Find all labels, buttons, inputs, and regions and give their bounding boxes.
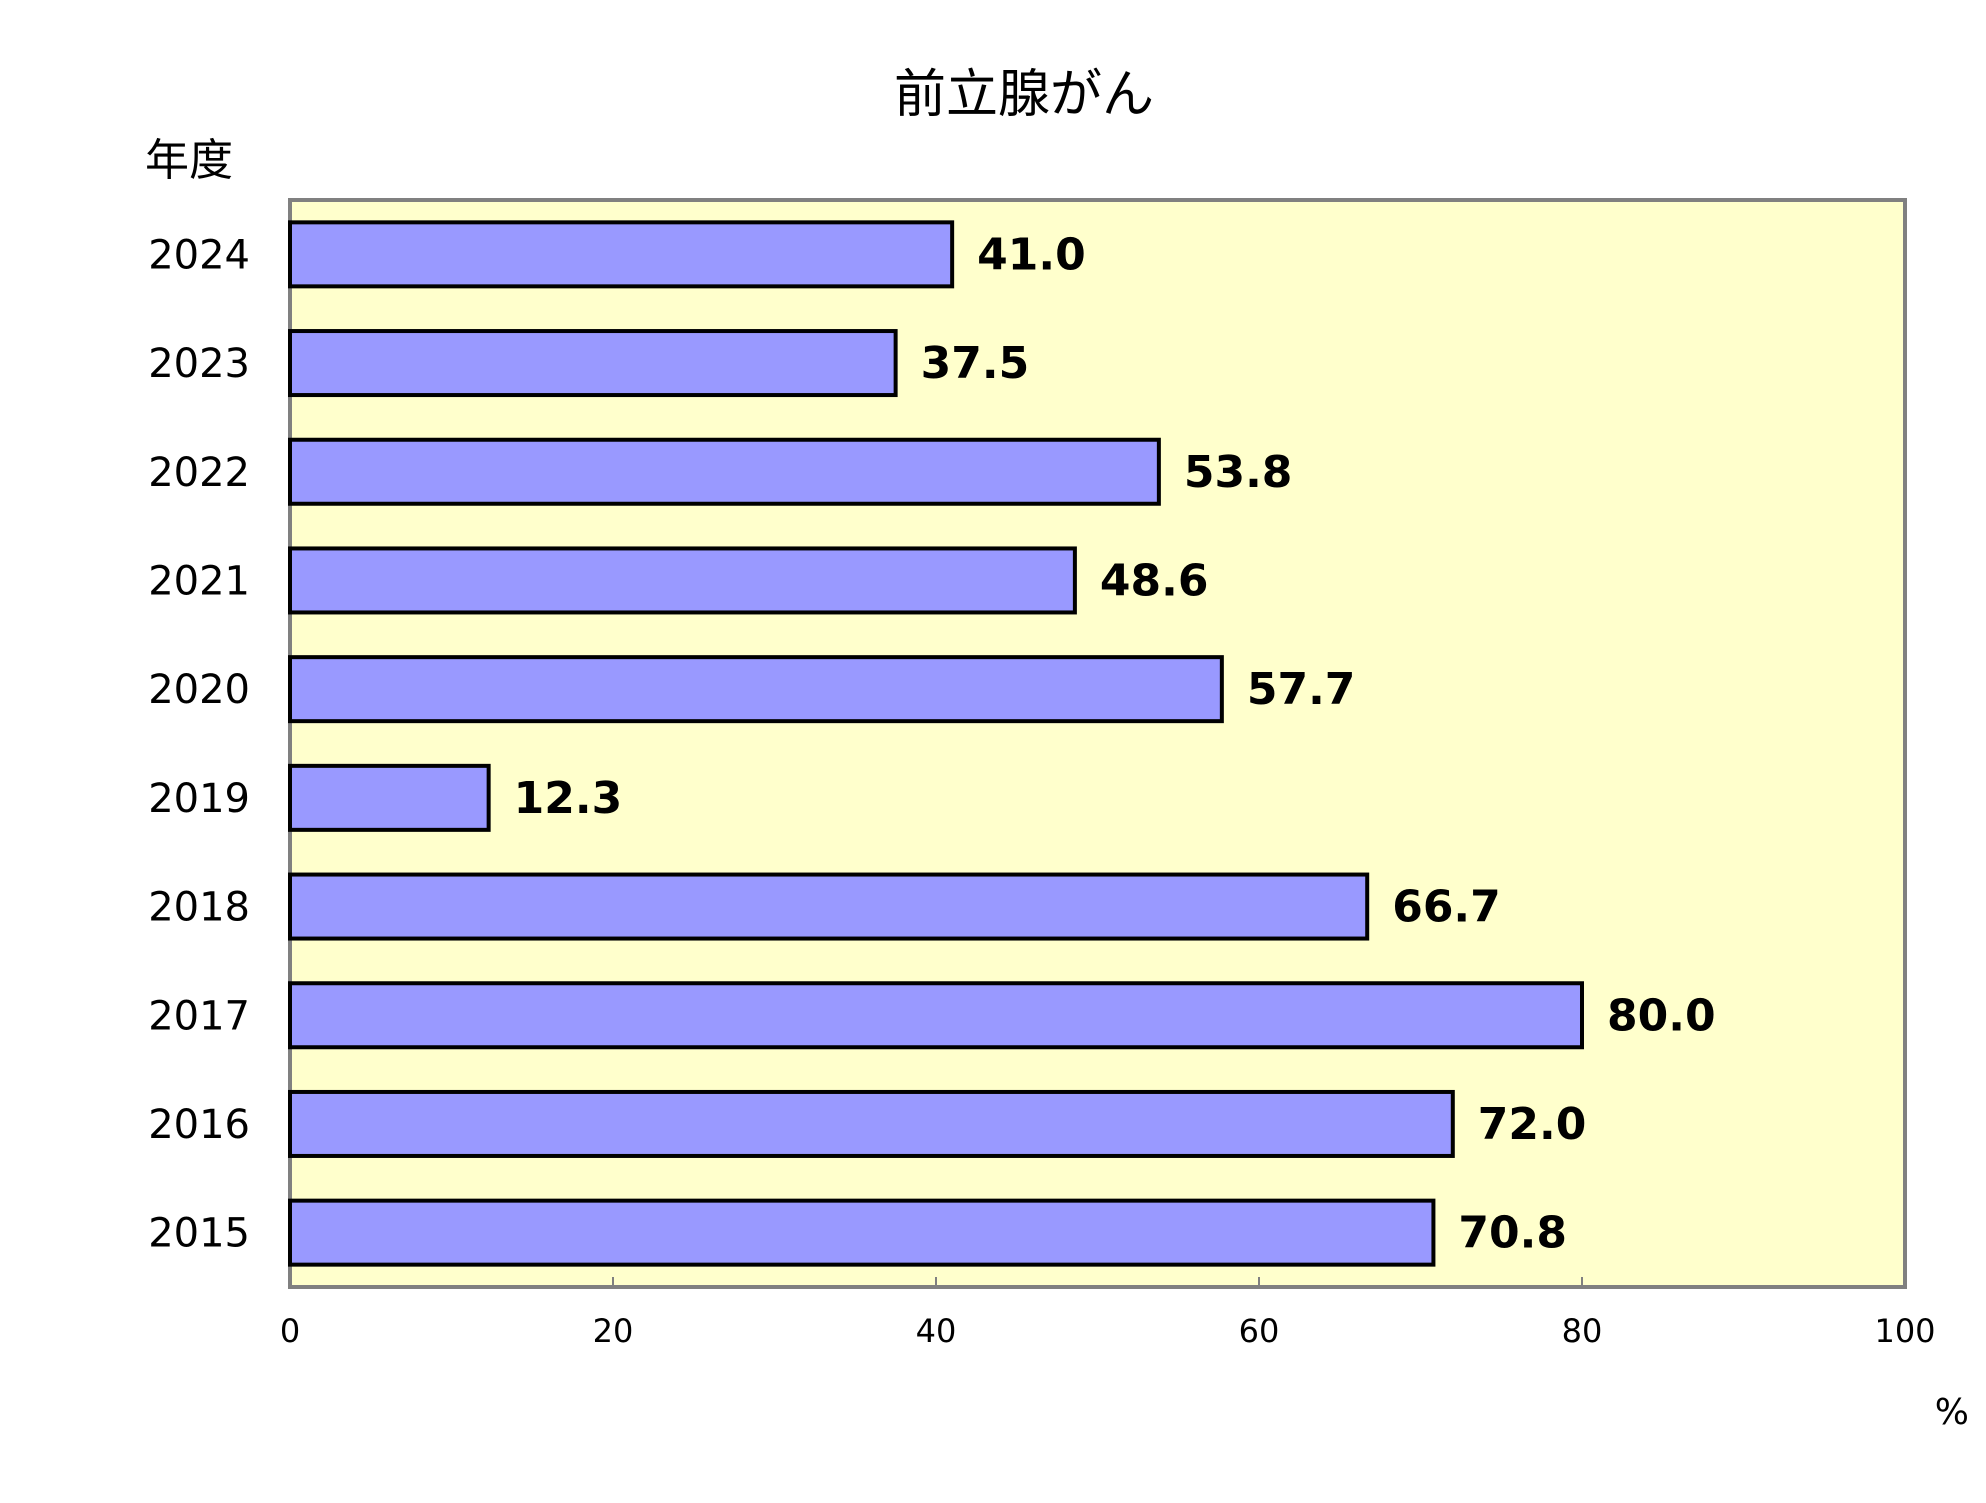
bar-2016 xyxy=(288,1089,1455,1158)
value-label-2022: 53.8 xyxy=(1184,447,1293,498)
category-label-2021: 2021 xyxy=(148,558,250,604)
x-axis-title: % xyxy=(1935,1392,1969,1433)
x-tick-label-20: 20 xyxy=(593,1312,634,1350)
y-axis-title: 年度 xyxy=(145,135,233,186)
value-label-2017: 80.0 xyxy=(1607,990,1716,1041)
value-label-2020: 57.7 xyxy=(1247,664,1356,715)
bar-2022 xyxy=(288,437,1161,506)
bar-2021 xyxy=(288,546,1077,615)
x-tick-label-80: 80 xyxy=(1562,1312,1603,1350)
category-label-2015: 2015 xyxy=(148,1211,250,1257)
category-label-2022: 2022 xyxy=(148,450,250,496)
value-label-2024: 41.0 xyxy=(977,229,1086,280)
x-tick-label-0: 0 xyxy=(280,1312,300,1350)
chart-title: 前立腺がん xyxy=(894,65,1154,125)
value-label-2018: 66.7 xyxy=(1392,882,1501,933)
bar-2018 xyxy=(288,872,1370,941)
bar-2023 xyxy=(288,329,898,398)
value-label-2021: 48.6 xyxy=(1100,555,1209,606)
value-label-2019: 12.3 xyxy=(514,773,623,824)
bar-2017 xyxy=(288,981,1584,1050)
x-tick-label-40: 40 xyxy=(916,1312,957,1350)
value-label-2015: 70.8 xyxy=(1458,1208,1567,1259)
x-tick-label-60: 60 xyxy=(1239,1312,1280,1350)
category-label-2017: 2017 xyxy=(148,993,250,1039)
category-label-2020: 2020 xyxy=(148,667,250,713)
value-label-2023: 37.5 xyxy=(921,338,1030,389)
bar-2020 xyxy=(288,655,1224,724)
bar-2015 xyxy=(288,1198,1436,1267)
x-tick-label-100: 100 xyxy=(1874,1312,1935,1350)
bar-2024 xyxy=(288,220,955,289)
bar-2019 xyxy=(288,763,491,832)
category-label-2023: 2023 xyxy=(148,341,250,387)
category-label-2016: 2016 xyxy=(148,1102,250,1148)
category-label-2024: 2024 xyxy=(148,232,250,278)
category-label-2018: 2018 xyxy=(148,885,250,931)
value-label-2016: 72.0 xyxy=(1478,1099,1587,1150)
category-label-2019: 2019 xyxy=(148,776,250,822)
